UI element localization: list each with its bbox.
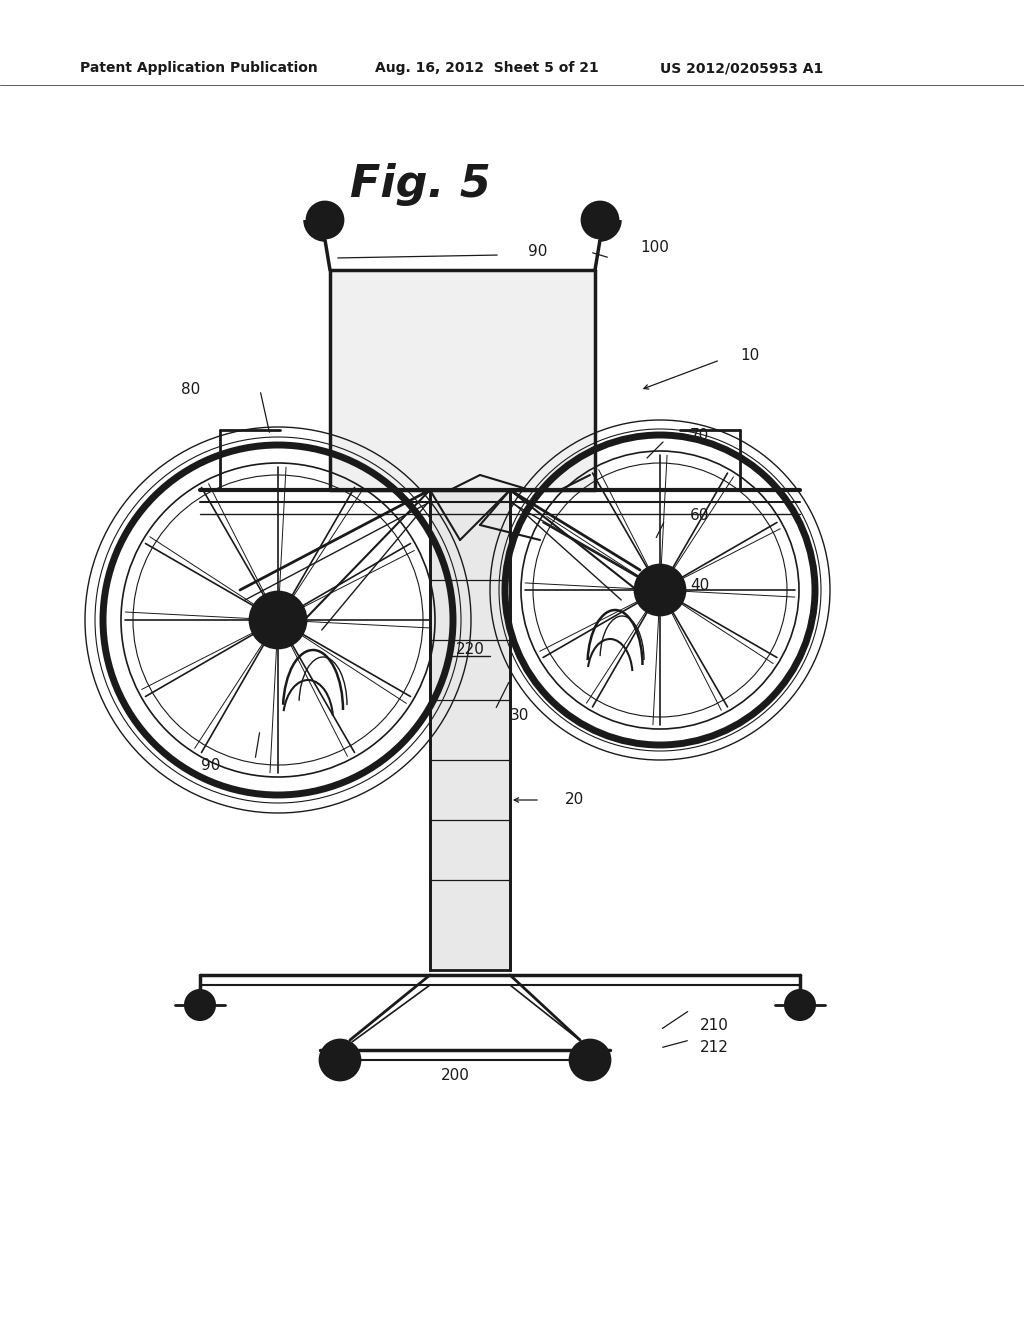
Circle shape [330, 1049, 350, 1071]
Bar [430, 490, 510, 970]
Text: 70: 70 [690, 428, 710, 442]
Text: 80: 80 [181, 383, 200, 397]
Circle shape [250, 591, 306, 648]
Circle shape [582, 202, 618, 238]
Text: 212: 212 [700, 1040, 729, 1056]
Bar [330, 271, 595, 490]
Circle shape [263, 605, 293, 635]
Circle shape [580, 1049, 600, 1071]
Text: 40: 40 [690, 578, 710, 593]
Text: 90: 90 [528, 244, 548, 260]
Text: Fig. 5: Fig. 5 [349, 164, 490, 206]
Text: Aug. 16, 2012  Sheet 5 of 21: Aug. 16, 2012 Sheet 5 of 21 [375, 61, 599, 75]
Circle shape [647, 577, 673, 603]
Circle shape [319, 1040, 360, 1080]
Circle shape [570, 1040, 610, 1080]
Text: 30: 30 [510, 708, 529, 722]
Text: 210: 210 [700, 1018, 729, 1032]
Text: 90: 90 [201, 758, 220, 772]
Circle shape [307, 202, 343, 238]
Text: 200: 200 [440, 1068, 469, 1082]
Circle shape [655, 585, 665, 595]
Circle shape [635, 565, 685, 615]
Text: US 2012/0205953 A1: US 2012/0205953 A1 [660, 61, 823, 75]
Text: 20: 20 [565, 792, 585, 808]
Circle shape [185, 990, 215, 1020]
Circle shape [272, 614, 284, 626]
Text: 60: 60 [690, 507, 710, 523]
Circle shape [785, 990, 815, 1020]
Text: 10: 10 [740, 347, 759, 363]
Text: Patent Application Publication: Patent Application Publication [80, 61, 317, 75]
Text: 100: 100 [640, 240, 669, 256]
Text: 220: 220 [456, 643, 484, 657]
